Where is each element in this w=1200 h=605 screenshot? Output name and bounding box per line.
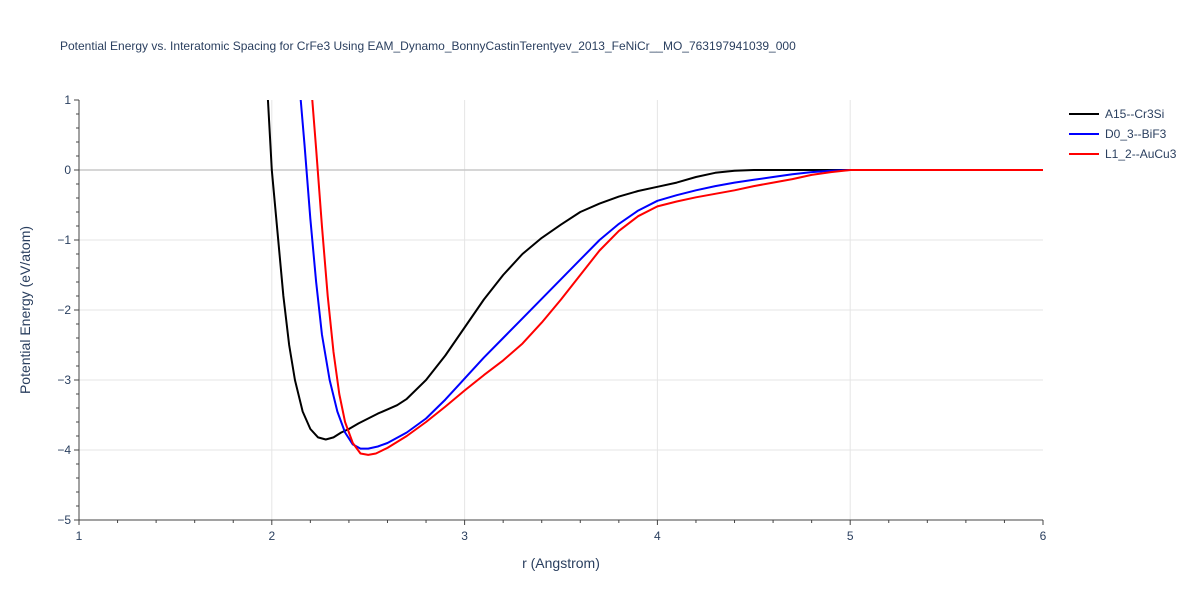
y-tick-label: −5 [57,513,71,527]
series-layer [266,100,1043,456]
x-tick-label: 6 [1040,529,1047,543]
x-tick-label: 5 [847,529,854,543]
series-line-2 [299,100,1043,450]
axes: 1 2 3 4 5 6 −5 −4 −3 −2 −1 0 1 [57,93,1046,543]
grid-lines [79,100,1043,520]
x-tick-label: 1 [76,529,83,543]
y-axis-label: Potential Energy (eV/atom) [17,226,33,394]
x-axis-label: r (Angstrom) [522,555,600,571]
legend-label: L1_2--AuCu3 [1105,147,1177,161]
x-tick-label: 2 [268,529,275,543]
y-tick-label: 1 [64,93,71,107]
y-tick-label: −3 [57,373,71,387]
y-tick-label: 0 [64,163,71,177]
series-line-3 [311,100,1043,456]
legend: A15--Cr3Si D0_3--BiF3 L1_2--AuCu3 [1069,107,1177,161]
chart-title: Potential Energy vs. Interatomic Spacing… [60,39,796,53]
y-tick-label: −2 [57,303,71,317]
series-line-1 [266,100,1043,441]
y-tick-label: −1 [57,233,71,247]
y-tick-label: −4 [57,443,71,457]
legend-label: D0_3--BiF3 [1105,127,1167,141]
legend-label: A15--Cr3Si [1105,107,1164,121]
x-tick-label: 3 [461,529,468,543]
x-tick-label: 4 [654,529,661,543]
